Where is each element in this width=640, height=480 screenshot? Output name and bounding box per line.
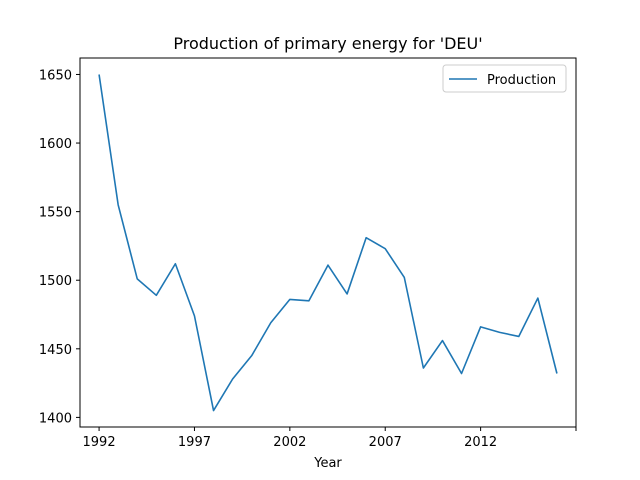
- legend-box: [442, 64, 567, 93]
- y-tick-label: 1650: [39, 68, 72, 83]
- x-tick-label: 2007: [369, 435, 402, 450]
- legend-label: Production: [487, 73, 556, 88]
- x-axis-label: Year: [313, 456, 342, 471]
- x-tick-label: 2002: [273, 435, 306, 450]
- legend: Production: [442, 64, 567, 93]
- y-tick-label: 1600: [39, 137, 72, 152]
- axes-frame: [79, 57, 577, 428]
- chart-title: Production of primary energy for 'DEU': [173, 34, 482, 53]
- x-tick-label: 1992: [83, 435, 116, 450]
- x-tick-label: 2012: [464, 435, 497, 450]
- y-tick-label: 1450: [39, 343, 72, 358]
- plot-area: [98, 74, 558, 412]
- y-tick-label: 1400: [39, 411, 72, 426]
- y-tick-label: 1550: [39, 206, 72, 221]
- series-line-production: [98, 74, 558, 412]
- x-axis-ticks: 1992 1997 2002 2007 2012: [83, 427, 577, 450]
- y-axis-ticks: 1400 1450 1500 1550 1600 1650: [39, 68, 80, 426]
- y-tick-label: 1500: [39, 274, 72, 289]
- x-tick-label: 1997: [178, 435, 211, 450]
